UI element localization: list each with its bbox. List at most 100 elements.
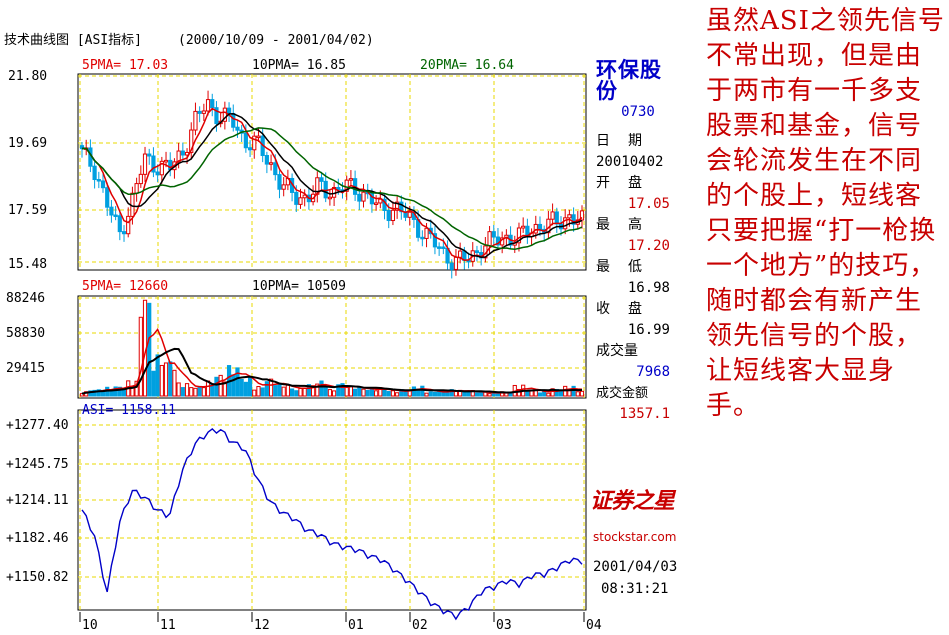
x-tick-label: 11 bbox=[160, 618, 176, 633]
volume-bar bbox=[420, 385, 425, 397]
candle-body bbox=[151, 155, 156, 173]
candle-body bbox=[201, 110, 206, 114]
volume-bar bbox=[542, 391, 547, 397]
volume-panel bbox=[77, 295, 587, 399]
volume-bar bbox=[575, 391, 580, 397]
volume-value: 7968 bbox=[636, 364, 670, 380]
candle-body bbox=[487, 231, 492, 247]
candle-body bbox=[264, 155, 269, 165]
candle-body bbox=[96, 179, 101, 182]
asi-y-tick: +1182.46 bbox=[6, 531, 69, 546]
candle-body bbox=[357, 193, 362, 202]
candle-body bbox=[113, 214, 118, 218]
volume-bar bbox=[525, 390, 530, 397]
stockstar-url: stockstar.com bbox=[593, 530, 677, 544]
explanation-text: 虽然ASI之领先信号不常出现，但是由于两市有一千多支股票和基金，信号会轮流发生在… bbox=[706, 6, 945, 421]
candle-body bbox=[374, 202, 379, 205]
volume-bar bbox=[323, 387, 328, 397]
stock-chart: 技术曲线图 [ASI指标] (2000/10/09 - 2001/04/02) … bbox=[4, 33, 602, 633]
candle-body bbox=[563, 217, 568, 230]
asi-label: ASI= 1158.11 bbox=[82, 403, 176, 418]
asi-y-tick: +1150.82 bbox=[6, 570, 69, 585]
date-value: 20010402 bbox=[596, 154, 664, 170]
volume-bar bbox=[260, 387, 265, 397]
volume-bar bbox=[147, 302, 152, 397]
candle-body bbox=[256, 135, 261, 139]
volume-bar bbox=[117, 386, 122, 397]
volume-bar bbox=[550, 388, 555, 397]
volume-bar bbox=[395, 392, 400, 397]
high-value: 17.20 bbox=[627, 238, 670, 254]
candle-body bbox=[210, 99, 215, 109]
candle-body bbox=[424, 227, 429, 239]
volume-bar bbox=[365, 389, 370, 397]
candle-body bbox=[420, 236, 425, 240]
candle-body bbox=[205, 99, 211, 112]
high-label: 最高 bbox=[596, 217, 642, 233]
volume-bar bbox=[432, 391, 438, 397]
candle-body bbox=[163, 159, 169, 163]
volume-bar bbox=[113, 386, 118, 397]
price-y-tick: 17.59 bbox=[8, 203, 47, 218]
volume-bar bbox=[180, 387, 185, 397]
volume-ma5-label: 5PMA= 12660 bbox=[82, 279, 168, 294]
volume-bar bbox=[264, 381, 269, 397]
candle-body bbox=[441, 246, 446, 249]
volume-bar bbox=[357, 386, 362, 397]
candle-body bbox=[550, 211, 555, 220]
volume-bars bbox=[79, 299, 585, 397]
price-y-tick: 15.48 bbox=[8, 257, 47, 272]
price-panel bbox=[77, 73, 587, 271]
volume-bar bbox=[176, 382, 181, 397]
candle-body bbox=[180, 150, 185, 156]
asi-line bbox=[81, 427, 583, 621]
x-tick-label: 02 bbox=[412, 618, 428, 633]
volume-bar bbox=[306, 384, 311, 397]
volume-bar bbox=[495, 393, 501, 397]
candle-body bbox=[336, 186, 341, 191]
candle-body bbox=[226, 107, 232, 114]
volume-bar bbox=[239, 378, 244, 397]
candle-body bbox=[521, 225, 526, 229]
stock-info-panel: 环保股份 0730 日期 20010402 开盘 17.05 最高 17.20 … bbox=[596, 60, 676, 425]
candle-body bbox=[516, 227, 522, 244]
asi-y-tick: +1277.40 bbox=[6, 418, 69, 433]
x-axis: 10 11 12 01 02 03 04 bbox=[79, 612, 602, 633]
volume-bar bbox=[546, 392, 551, 397]
volume-bar bbox=[138, 316, 143, 397]
volume-bar bbox=[222, 381, 227, 397]
volume-bar bbox=[298, 387, 303, 397]
amount-value: 1357.1 bbox=[619, 406, 670, 422]
volume-bar bbox=[579, 390, 585, 397]
volume-bar bbox=[294, 390, 299, 397]
volume-bar bbox=[466, 391, 471, 397]
candle-body bbox=[491, 231, 496, 238]
volume-bar bbox=[247, 377, 253, 397]
volume-bar bbox=[197, 385, 202, 397]
candle-body bbox=[222, 107, 227, 122]
volume-bar bbox=[277, 383, 282, 397]
volume-bar bbox=[168, 361, 173, 397]
candle-body bbox=[105, 187, 110, 208]
date-label: 日期 bbox=[596, 133, 642, 149]
candle-body bbox=[533, 223, 538, 234]
x-tick-label: 10 bbox=[82, 618, 98, 633]
volume-bar bbox=[201, 387, 206, 397]
candle-body bbox=[437, 246, 442, 249]
x-tick-label: 12 bbox=[254, 618, 270, 633]
candle-body bbox=[109, 206, 114, 216]
candle-body bbox=[327, 196, 332, 200]
volume-bar bbox=[235, 367, 240, 397]
volume-bar bbox=[319, 380, 324, 397]
volume-bar bbox=[374, 390, 379, 397]
volume-label: 成交量 bbox=[596, 343, 638, 359]
candle-body bbox=[294, 191, 299, 205]
candle-body bbox=[79, 145, 85, 150]
candle-body bbox=[193, 110, 198, 131]
x-tick-label: 03 bbox=[496, 618, 512, 633]
candle-body bbox=[189, 129, 194, 153]
open-label: 开盘 bbox=[596, 175, 642, 191]
price-ma10-line bbox=[81, 112, 583, 258]
volume-bar bbox=[315, 383, 320, 397]
price-ma20-line bbox=[81, 127, 583, 251]
